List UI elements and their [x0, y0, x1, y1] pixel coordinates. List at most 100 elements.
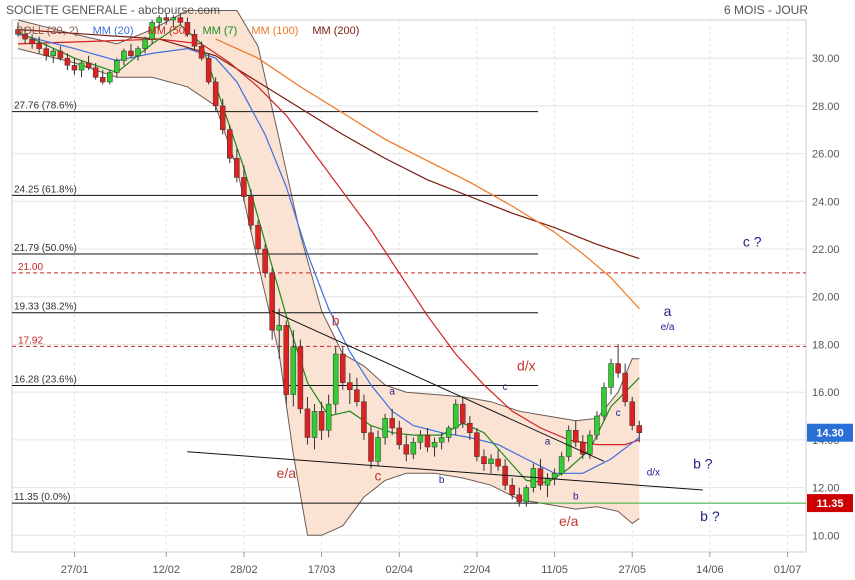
dashed-level-label: 21.00 — [18, 262, 43, 273]
candle-body — [396, 427, 402, 445]
candle-body — [78, 62, 85, 71]
axes-layer: 10.0012.0014.0016.0018.0020.0022.0024.00… — [61, 53, 853, 576]
x-tick-label: 17/03 — [308, 564, 336, 576]
candle-body — [587, 434, 593, 455]
candle-body — [205, 57, 212, 83]
candle-body — [290, 346, 297, 395]
mm200-line — [17, 28, 640, 260]
x-tick-label: 12/02 — [152, 564, 180, 576]
candle-body — [71, 65, 78, 71]
candle-body — [311, 410, 318, 438]
legend: BOLL (20, 2) MM (20) MM (50) MM (7) MM (100)… — [16, 25, 359, 37]
candle-body — [636, 425, 643, 433]
bollinger-lower-line — [17, 48, 640, 536]
chart-title: SOCIETE GENERALE - abcbourse.com — [6, 3, 220, 17]
candle-body — [29, 38, 35, 45]
candle-body — [382, 418, 388, 438]
candle-body — [276, 325, 282, 331]
candle-body — [318, 410, 325, 431]
candle-body — [142, 38, 148, 49]
dashed-level-label: 17.92 — [18, 335, 43, 346]
candle-body — [403, 444, 410, 455]
candle-body — [410, 442, 417, 455]
candle-body — [537, 468, 544, 486]
wave-label: a — [545, 437, 551, 448]
candle-body — [424, 434, 431, 448]
wave-label: c — [616, 408, 621, 419]
moving-averages-layer — [17, 24, 640, 484]
candle-body — [22, 34, 28, 40]
candles-layer — [15, 12, 643, 507]
fib-level-label: 11.35 (0.0%) — [14, 492, 71, 503]
candle-body — [50, 50, 57, 57]
candle-body — [332, 353, 339, 405]
candle-body — [241, 177, 247, 197]
candle-body — [368, 432, 374, 462]
x-tick-label: 27/01 — [61, 564, 89, 576]
wave-label: e/a — [277, 465, 297, 481]
wave-label: b ? — [700, 508, 720, 524]
x-tick-label: 28/02 — [230, 564, 258, 576]
candle-body — [64, 57, 71, 66]
wave-label: b ? — [693, 456, 713, 472]
y-tick-label: 18.00 — [812, 339, 840, 351]
trendlines-layer — [187, 310, 703, 491]
legend-entry: MM (100) — [251, 25, 298, 37]
candle-body — [15, 29, 21, 35]
candle-body — [460, 403, 466, 424]
candle-body — [622, 372, 628, 402]
candle-body — [495, 458, 501, 467]
y-tick-label: 30.00 — [812, 53, 840, 65]
x-tick-label: 27/05 — [618, 564, 646, 576]
x-tick-label: 02/04 — [385, 564, 413, 576]
legend-entry: MM (7) — [202, 25, 237, 37]
wave-label: a — [389, 387, 395, 398]
candle-body — [629, 401, 635, 426]
candle-body — [431, 442, 438, 448]
wave-label: b — [439, 475, 445, 486]
levels-layer: 27.76 (78.6%) 24.25 (61.8%) 21.79 (50.0%) 1… — [12, 101, 806, 504]
legend-entry: BOLL (20, 2) — [16, 25, 79, 37]
mm20-line — [17, 33, 640, 474]
trendline — [271, 310, 605, 462]
candle-body — [177, 17, 184, 23]
last-price-badge — [807, 423, 853, 442]
candle-body — [615, 363, 621, 374]
wave-label: e/a — [661, 322, 675, 333]
candle-body — [445, 427, 452, 438]
candle-body — [107, 72, 113, 83]
candle-body — [57, 50, 64, 59]
candle-body — [389, 418, 395, 429]
trendline — [187, 451, 703, 491]
candle-body — [580, 442, 586, 455]
candle-body — [608, 363, 614, 388]
candle-body — [601, 387, 607, 417]
candle-body — [198, 45, 205, 59]
fib-level-label: 19.33 (38.2%) — [14, 302, 77, 313]
legend-entry: MM (200) — [312, 25, 359, 37]
y-tick-label: 28.00 — [812, 101, 840, 113]
candle-body — [509, 484, 515, 495]
fib-level-label: 16.28 (23.6%) — [14, 374, 77, 385]
support-price-label: 11.35 — [817, 498, 844, 510]
y-tick-label: 26.00 — [812, 149, 840, 161]
candle-body — [565, 430, 572, 457]
fib-level-label: 27.76 (78.6%) — [14, 101, 77, 112]
bollinger-band-fill — [18, 10, 640, 536]
y-tick-label: 16.00 — [812, 387, 840, 399]
candle-body — [417, 434, 424, 443]
candle-body — [262, 248, 268, 274]
wave-label: e/a — [559, 513, 579, 529]
candle-body — [452, 403, 459, 429]
candle-body — [516, 494, 523, 503]
candle-body — [340, 353, 346, 383]
candle-body — [92, 67, 99, 78]
wave-label: c — [375, 467, 382, 483]
fib-level-label: 24.25 (61.8%) — [14, 184, 77, 195]
mm100-line — [215, 38, 640, 310]
wave-label: b — [332, 312, 340, 328]
candle-body — [481, 456, 487, 464]
support-price-badge — [807, 494, 853, 513]
candle-body — [283, 325, 290, 395]
